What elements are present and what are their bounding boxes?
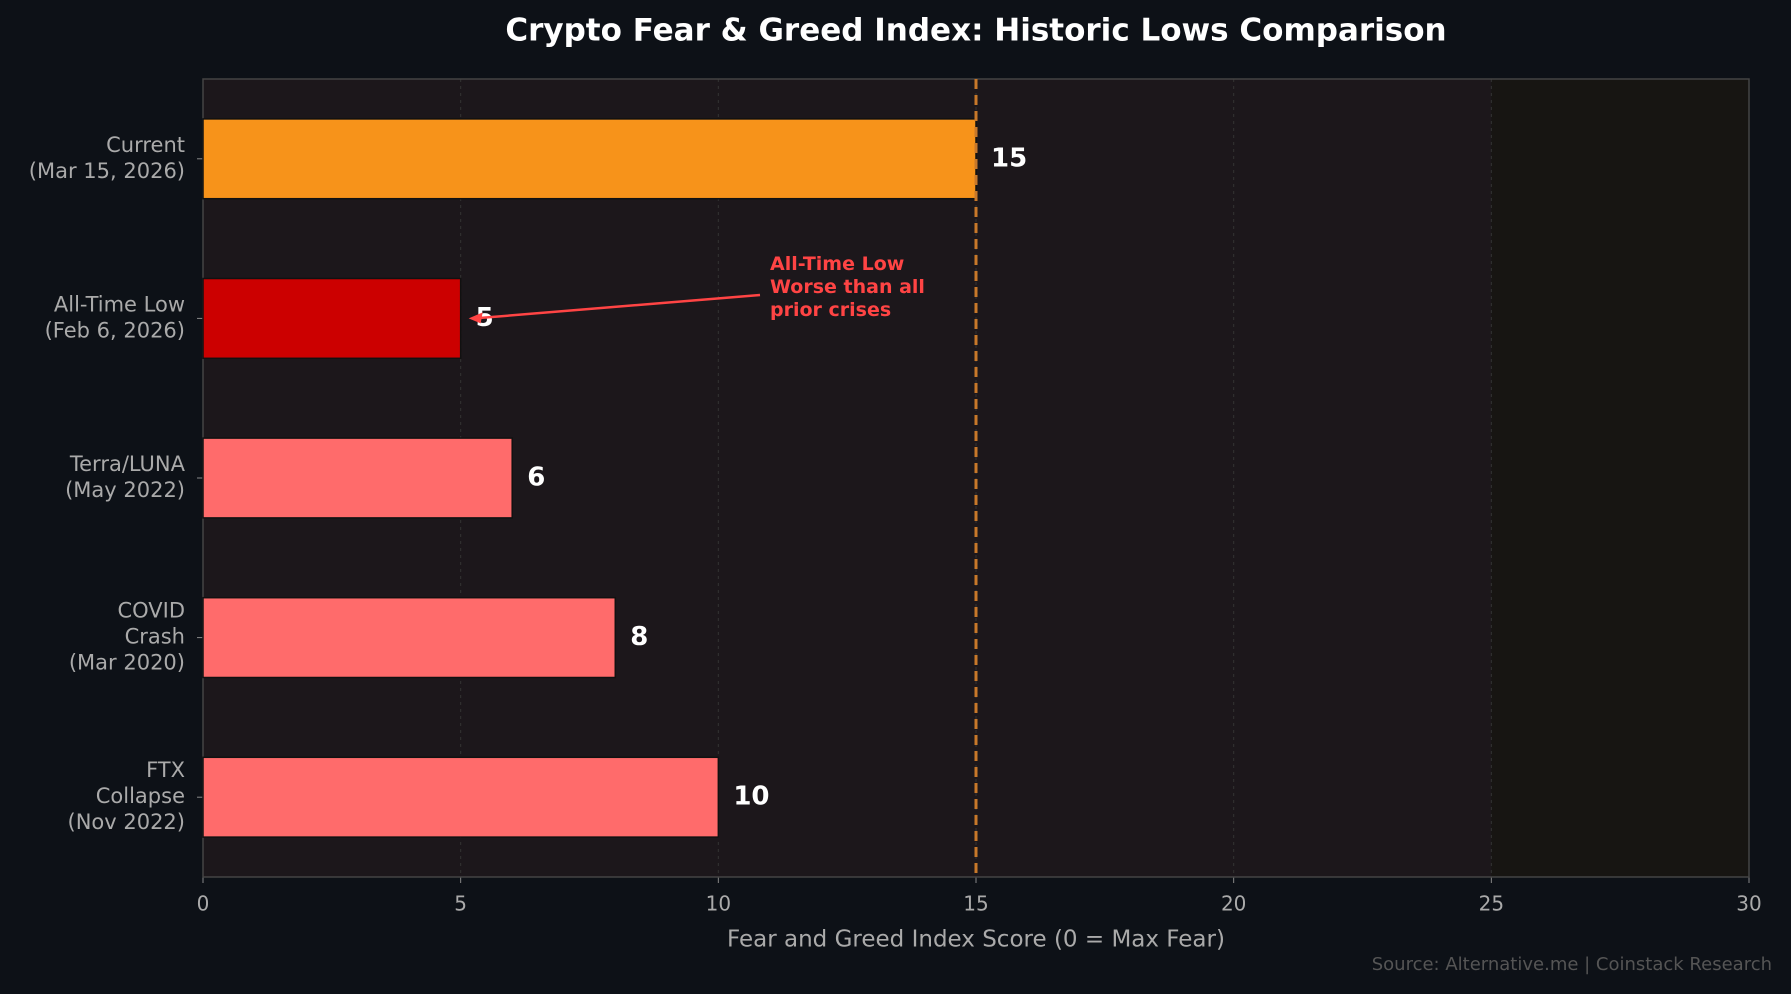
x-tick-label: 25: [1479, 892, 1504, 916]
bar: [202, 118, 977, 200]
y-tick-label: FTX Collapse (Nov 2022): [68, 758, 186, 834]
x-tick-label: 10: [706, 892, 731, 916]
annotation-arrowhead: [468, 312, 483, 324]
bar: [202, 756, 720, 838]
x-tick-label: 20: [1221, 892, 1246, 916]
value-label: 15: [991, 143, 1027, 173]
annotation-arrow: [474, 293, 761, 320]
x-tick-label: 5: [454, 892, 467, 916]
y-tick-label: All-Time Low (Feb 6, 2026): [45, 292, 185, 342]
y-tick-label: Terra/LUNA (May 2022): [65, 452, 186, 502]
bar: [202, 277, 462, 360]
x-tick-label: 30: [1736, 892, 1761, 916]
bar: [202, 596, 617, 679]
value-label: 6: [527, 463, 545, 493]
annotation: All-Time Low Worse than all prior crises: [770, 253, 925, 321]
y-tick-label: COVID Crash (Mar 2020): [69, 599, 185, 675]
y-tick-label: Current (Mar 15, 2026): [29, 133, 185, 183]
x-tick-label: 0: [197, 892, 210, 916]
value-label: 10: [733, 782, 769, 812]
x-axis-label: Fear and Greed Index Score (0 = Max Fear…: [727, 927, 1225, 953]
source-note: Source: Alternative.me | Coinstack Resea…: [1372, 954, 1772, 975]
x-tick-label: 15: [963, 892, 988, 916]
value-label: 8: [630, 622, 648, 652]
bar: [202, 437, 513, 519]
shaded-region: [1491, 79, 1749, 877]
chart-title: Crypto Fear & Greed Index: Historic Lows…: [505, 13, 1446, 49]
